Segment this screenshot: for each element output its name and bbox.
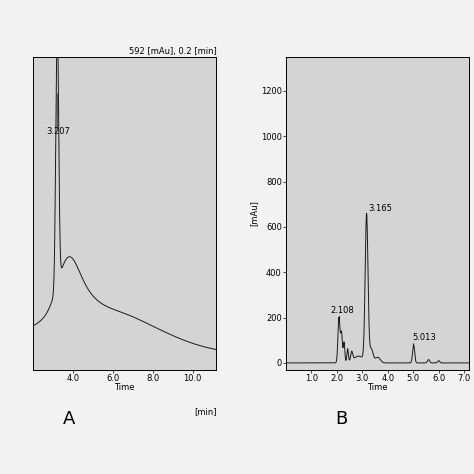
Text: B: B [335, 410, 347, 428]
Text: [min]: [min] [194, 407, 217, 416]
Text: 5.013: 5.013 [412, 333, 436, 342]
Text: 592 [mAu], 0.2 [min]: 592 [mAu], 0.2 [min] [128, 47, 217, 56]
Text: 3.165: 3.165 [369, 204, 392, 213]
Y-axis label: [mAu]: [mAu] [249, 201, 258, 226]
X-axis label: Time: Time [115, 383, 135, 392]
Text: 3.207: 3.207 [46, 128, 70, 136]
Text: 2.108: 2.108 [331, 306, 355, 315]
X-axis label: Time: Time [367, 383, 388, 392]
Text: A: A [63, 410, 75, 428]
